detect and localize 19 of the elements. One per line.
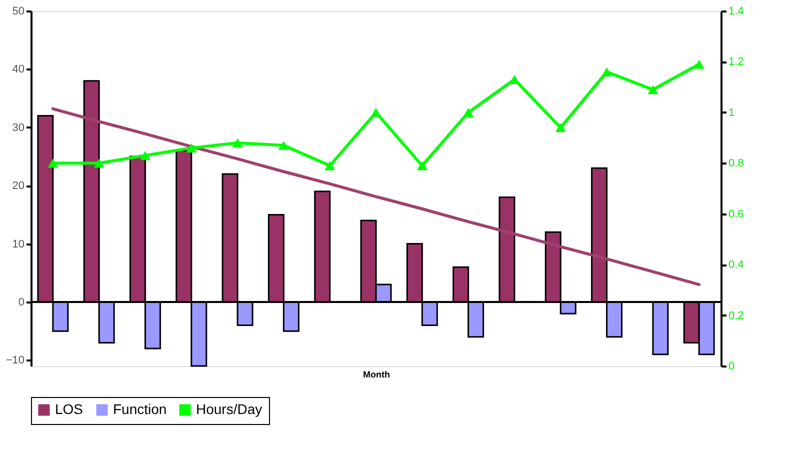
legend-label: Hours/Day: [196, 401, 262, 417]
legend-label: LOS: [55, 401, 84, 417]
y-tick-label: 10: [12, 238, 24, 250]
y2-tick-label: 0.8: [728, 158, 744, 170]
y-tick-label: 40: [12, 64, 24, 76]
y-tick-label: 0: [18, 296, 24, 308]
y-tick-label: 30: [12, 122, 24, 134]
y-tick-label: −10: [6, 354, 24, 367]
y2-tick-label: 0.6: [728, 208, 744, 220]
y2-tick-label: 1.4: [728, 6, 744, 18]
legend-label: Function: [113, 401, 167, 417]
x-axis-title: Month: [363, 370, 390, 380]
y2-tick-label: 1: [728, 106, 735, 119]
y-tick-label: 20: [12, 180, 24, 192]
y2-tick-label: 1.2: [728, 56, 744, 68]
y-tick-label: 50: [12, 6, 24, 18]
y2-tick-label: 0.2: [728, 310, 744, 322]
y2-tick-label: 0: [728, 360, 735, 372]
y2-tick-label: 0.4: [728, 259, 744, 272]
